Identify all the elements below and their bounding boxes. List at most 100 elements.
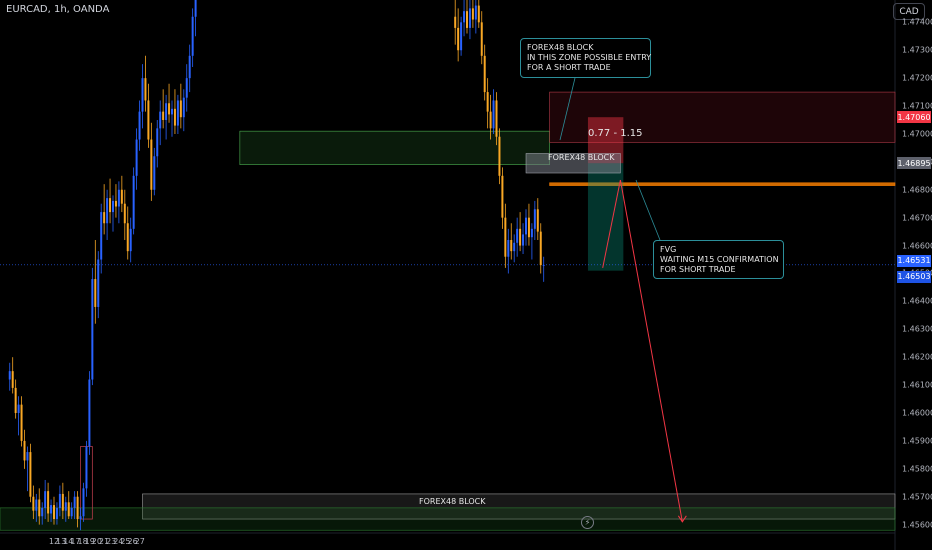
fvg-note: FVG WAITING M15 CONFIRMATION FOR SHORT T…: [653, 240, 784, 279]
candle-body: [486, 92, 489, 112]
candle-body: [182, 97, 185, 118]
risk-reward-label: 0.77 - 1.15: [588, 128, 643, 139]
projection-arrowhead: [677, 515, 687, 523]
projection-line-down: [619, 179, 683, 522]
candle-body: [106, 198, 109, 224]
candle-body: [126, 223, 129, 252]
zone-upper-demand-block: [239, 130, 550, 165]
candle-body: [147, 100, 150, 140]
candle-body: [150, 139, 153, 190]
note-line: IN THIS ZONE POSSIBLE ENTRY: [527, 53, 652, 62]
time-tick-label: 20: [91, 537, 102, 546]
candle-body: [55, 507, 58, 520]
candle-body: [498, 136, 501, 176]
candle-body: [138, 111, 141, 140]
zone-lower-block: [142, 493, 896, 520]
candle-body: [50, 505, 53, 514]
price-tag: 1.46895: [897, 157, 931, 170]
candle-body: [156, 128, 159, 157]
candle-body: [191, 16, 194, 56]
time-tick-label: 23: [106, 537, 117, 546]
time-tick-label: 26: [127, 537, 138, 546]
price-tick-label: 1.45700: [902, 492, 932, 502]
bolt-icon[interactable]: ⚡: [581, 516, 594, 529]
note-connector: [559, 77, 576, 141]
time-tick-label: 14: [63, 537, 74, 546]
candle-body: [47, 491, 50, 514]
price-tick-label: 1.46800: [902, 185, 932, 195]
candle-body: [501, 175, 504, 218]
candle-body: [519, 228, 522, 246]
currency-button[interactable]: CAD: [893, 3, 925, 20]
candle-body: [76, 496, 79, 520]
candle-body: [454, 16, 457, 28]
candle-body: [188, 55, 191, 79]
candle-body: [123, 203, 126, 224]
candle-body: [176, 100, 179, 126]
candle-body: [504, 217, 507, 257]
price-tick-label: 1.47300: [902, 45, 932, 55]
candle-body: [477, 5, 480, 23]
price-tick-label: 1.45900: [902, 436, 932, 446]
candle-body: [153, 156, 156, 190]
candle-body: [32, 496, 35, 511]
candle-body: [194, 0, 197, 17]
candle-body: [162, 111, 165, 120]
candle-body: [135, 139, 138, 176]
candle-body: [507, 239, 510, 257]
candle-body: [542, 265, 545, 266]
candle-body: [8, 371, 11, 380]
candle-body: [41, 507, 44, 517]
candle-body: [44, 491, 47, 508]
candle-body: [480, 22, 483, 56]
time-tick-label: 18: [77, 537, 88, 546]
candle-body: [463, 11, 466, 23]
price-tag: 1.46531: [897, 254, 931, 267]
candle-body: [168, 103, 171, 115]
note-line: FOREX48 BLOCK: [527, 43, 594, 52]
time-tick-label: 13: [56, 537, 67, 546]
time-tick-label: 17: [70, 537, 81, 546]
fvg-connector: [635, 179, 661, 241]
price-tick-label: 1.46400: [902, 296, 932, 306]
price-tag: 1.47060: [897, 111, 931, 124]
candle-body: [129, 228, 132, 252]
note-line: FOR A SHORT TRADE: [527, 63, 611, 72]
time-tick-label: 25: [120, 537, 131, 546]
lower-block-label: FOREX48 BLOCK: [419, 497, 486, 506]
candle-body: [26, 452, 29, 461]
candle-body: [171, 108, 173, 115]
price-tick-label: 1.46100: [902, 380, 932, 390]
time-tick-label: 19: [84, 537, 95, 546]
candle-body: [109, 198, 112, 213]
candle-body: [522, 234, 525, 246]
candle-body: [483, 55, 486, 93]
candle-body: [533, 209, 536, 229]
price-tick-label: 1.47200: [902, 73, 932, 83]
note-line: FVG: [660, 245, 677, 254]
candle-body: [94, 279, 97, 307]
upper-block-label: FOREX48 BLOCK: [548, 153, 615, 162]
candle-body: [29, 452, 32, 497]
candle-body: [489, 111, 492, 129]
symbol-label: EURCAD, 1h, OANDA: [6, 4, 110, 15]
candle-body: [20, 404, 23, 441]
candle-body: [88, 379, 91, 447]
candle-body: [530, 228, 533, 238]
candle-body: [38, 499, 41, 517]
time-tick-label: 12: [48, 537, 60, 546]
price-tick-label: 1.46600: [902, 241, 932, 251]
candle-body: [11, 371, 14, 388]
note-line: WAITING M15 CONFIRMATION: [660, 255, 779, 264]
price-tick-label: 1.45800: [902, 464, 932, 474]
price-tick-label: 1.46700: [902, 213, 932, 223]
candle-body: [117, 189, 120, 207]
candle-body: [114, 200, 117, 207]
time-tick-label: 27: [134, 537, 145, 546]
note-line: FOR SHORT TRADE: [660, 265, 736, 274]
candle-body: [457, 27, 460, 51]
candle-body: [53, 505, 55, 520]
candle-body: [73, 496, 76, 508]
projection-line-up: [602, 179, 621, 268]
